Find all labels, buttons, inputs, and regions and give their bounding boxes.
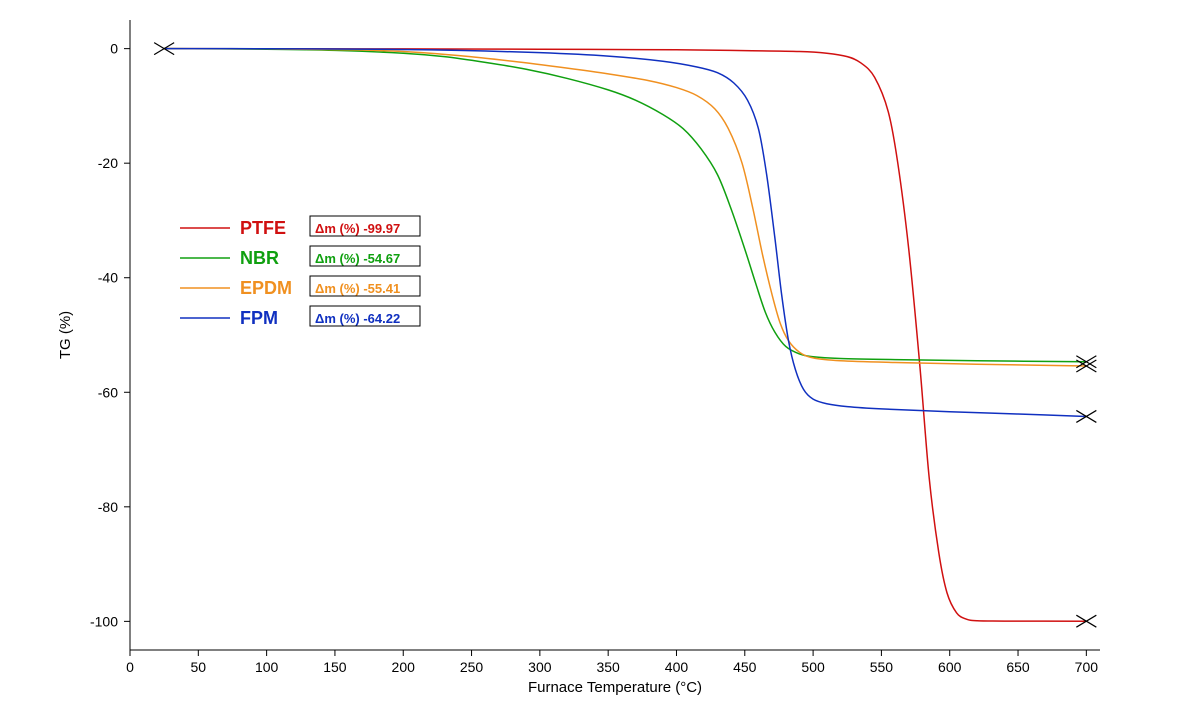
- legend-dm-text: Δm (%) -54.67: [315, 251, 400, 266]
- legend-label-fpm: FPM: [240, 308, 278, 328]
- x-tick-label: 300: [528, 659, 552, 675]
- x-tick-label: 0: [126, 659, 134, 675]
- x-tick-label: 500: [801, 659, 825, 675]
- x-tick-label: 250: [460, 659, 484, 675]
- x-tick-label: 700: [1075, 659, 1099, 675]
- series-nbr: [164, 49, 1086, 362]
- x-axis-title: Furnace Temperature (°C): [528, 679, 702, 696]
- x-tick-label: 650: [1006, 659, 1030, 675]
- x-tick-label: 100: [255, 659, 279, 675]
- legend-label-ptfe: PTFE: [240, 218, 286, 238]
- y-tick-label: -20: [98, 155, 118, 171]
- x-tick-label: 400: [665, 659, 689, 675]
- x-tick-label: 450: [733, 659, 757, 675]
- x-tick-label: 200: [392, 659, 416, 675]
- tg-chart: 0 50 100 150 200 250 300 350 400 450 500 550 600 650 7…: [0, 0, 1180, 715]
- y-tick-label: -100: [90, 613, 118, 629]
- series-fpm: [164, 49, 1086, 417]
- x-tick-label: 550: [870, 659, 894, 675]
- legend-dm-text: Δm (%) -64.22: [315, 311, 400, 326]
- chart-svg: 0 50 100 150 200 250 300 350 400 450 500 550 600 650 7…: [0, 0, 1180, 715]
- y-tick-label: -80: [98, 499, 118, 515]
- y-tick-label: -40: [98, 270, 118, 286]
- x-tick-label: 150: [323, 659, 347, 675]
- y-axis-title: TG (%): [57, 311, 74, 359]
- series-ptfe: [164, 49, 1086, 622]
- x-tick-label: 50: [191, 659, 207, 675]
- legend-label-epdm: EPDM: [240, 278, 292, 298]
- legend-label-nbr: NBR: [240, 248, 279, 268]
- x-tick-label: 350: [596, 659, 620, 675]
- y-tick-label: -60: [98, 384, 118, 400]
- legend-dm-text: Δm (%) -99.97: [315, 221, 400, 236]
- x-tick-label: 600: [938, 659, 962, 675]
- legend-dm-text: Δm (%) -55.41: [315, 281, 400, 296]
- y-tick-label: 0: [110, 41, 118, 57]
